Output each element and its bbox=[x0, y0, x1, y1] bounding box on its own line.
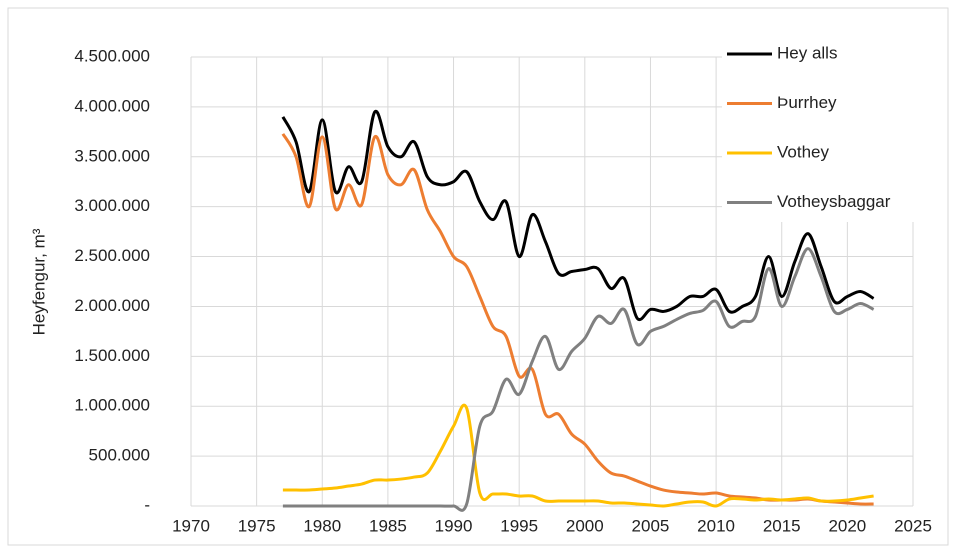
y-tick-label: 2.500.000 bbox=[74, 246, 150, 265]
legend-label: Vothey bbox=[777, 142, 829, 161]
x-tick-label: 1985 bbox=[369, 516, 407, 535]
y-tick-label: 3.000.000 bbox=[74, 196, 150, 215]
line bbox=[281, 109, 875, 322]
x-tick-label: 2005 bbox=[632, 516, 670, 535]
x-tick-label: 1975 bbox=[238, 516, 276, 535]
x-tick-label: 2025 bbox=[894, 516, 932, 535]
y-tick-label: 1.500.000 bbox=[74, 346, 150, 365]
y-tick-label: - bbox=[144, 495, 150, 514]
x-tick-label: 1980 bbox=[303, 516, 341, 535]
x-tick-label: 2000 bbox=[566, 516, 604, 535]
y-tick-label: 4.000.000 bbox=[74, 96, 150, 115]
y-axis-label: Heyfengur, m³ bbox=[29, 228, 48, 335]
y-tick-label: 2.000.000 bbox=[74, 296, 150, 315]
legend-label: Þurrhey bbox=[777, 93, 837, 112]
y-tick-label: 1.000.000 bbox=[74, 396, 150, 415]
line bbox=[282, 403, 874, 508]
x-tick-label: 1990 bbox=[435, 516, 473, 535]
x-tick-label: 2015 bbox=[763, 516, 801, 535]
x-tick-label: 1995 bbox=[500, 516, 538, 535]
x-tick-label: 1970 bbox=[172, 516, 210, 535]
legend-label: Votheysbaggar bbox=[777, 192, 891, 211]
y-tick-label: 4.500.000 bbox=[74, 46, 150, 65]
x-tick-label: 2020 bbox=[828, 516, 866, 535]
x-tick-label: 2010 bbox=[697, 516, 735, 535]
legend-background bbox=[722, 36, 944, 222]
y-tick-label: 500.000 bbox=[89, 446, 150, 465]
y-tick-label: 3.500.000 bbox=[74, 146, 150, 165]
line bbox=[282, 247, 875, 512]
legend-label: Hey alls bbox=[777, 43, 837, 62]
